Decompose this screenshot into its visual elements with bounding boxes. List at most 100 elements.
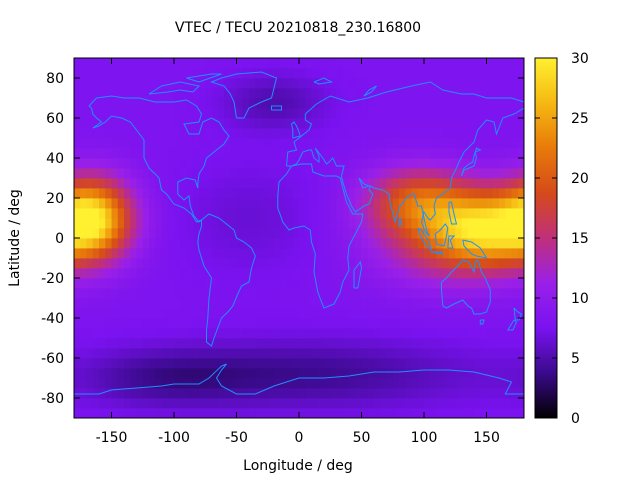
heatmap-cell	[230, 228, 237, 239]
heatmap-cell	[461, 288, 469, 299]
heatmap-cell	[249, 368, 256, 379]
heatmap-cell	[474, 178, 481, 189]
heatmap-cell	[380, 178, 387, 189]
heatmap-cell	[480, 128, 487, 139]
heatmap-cell	[386, 308, 394, 319]
heatmap-cell	[180, 98, 187, 109]
heatmap-cell	[349, 358, 356, 369]
heatmap-cell	[74, 348, 81, 359]
heatmap-cell	[499, 98, 506, 109]
heatmap-cell	[405, 308, 412, 319]
heatmap-cell	[411, 98, 419, 109]
heatmap-cell	[467, 108, 475, 119]
heatmap-cell	[105, 328, 112, 339]
heatmap-cell	[474, 88, 481, 99]
heatmap-cell	[155, 268, 162, 279]
heatmap-cell	[105, 158, 112, 169]
heatmap-cell	[86, 238, 94, 249]
heatmap-cell	[99, 68, 106, 79]
heatmap-cell	[355, 188, 362, 199]
heatmap-cell	[486, 248, 494, 259]
heatmap-cell	[430, 188, 437, 199]
heatmap-cell	[342, 128, 350, 139]
heatmap-cell	[442, 178, 450, 189]
heatmap-cell	[174, 248, 181, 259]
heatmap-cell	[467, 308, 475, 319]
heatmap-cell	[274, 78, 281, 89]
heatmap-cell	[205, 328, 212, 339]
heatmap-cell	[280, 158, 287, 169]
heatmap-cell	[467, 238, 475, 249]
heatmap-cell	[292, 88, 300, 99]
heatmap-cell	[330, 288, 337, 299]
heatmap-cell	[442, 218, 450, 229]
heatmap-cell	[130, 198, 137, 209]
heatmap-cell	[117, 88, 125, 99]
heatmap-cell	[136, 98, 144, 109]
heatmap-cell	[361, 258, 369, 269]
heatmap-cell	[324, 268, 331, 279]
heatmap-cell	[255, 378, 262, 389]
heatmap-cell	[242, 158, 250, 169]
heatmap-cell	[286, 318, 294, 329]
heatmap-cell	[186, 268, 194, 279]
heatmap-cell	[255, 408, 262, 418]
heatmap-cell	[417, 258, 425, 269]
heatmap-cell	[411, 138, 419, 149]
heatmap-cell	[99, 98, 106, 109]
heatmap-cell	[311, 298, 319, 309]
heatmap-cell	[517, 228, 524, 239]
heatmap-cell	[336, 98, 344, 109]
heatmap-cell	[442, 318, 450, 329]
heatmap-cell	[442, 408, 450, 418]
heatmap-cell	[305, 338, 312, 349]
heatmap-cell	[505, 268, 512, 279]
heatmap-cell	[105, 188, 112, 199]
heatmap-cell	[286, 408, 294, 418]
heatmap-cell	[217, 268, 225, 279]
heatmap-cell	[124, 168, 131, 179]
heatmap-cell	[399, 138, 406, 149]
heatmap-cell	[449, 188, 456, 199]
heatmap-cell	[230, 388, 237, 399]
heatmap-cell	[486, 168, 494, 179]
heatmap-cell	[511, 238, 519, 249]
heatmap-cell	[480, 298, 487, 309]
heatmap-cell	[305, 258, 312, 269]
heatmap-cell	[517, 158, 524, 169]
heatmap-cell	[505, 338, 512, 349]
heatmap-cell	[430, 58, 437, 69]
heatmap-cell	[261, 338, 269, 349]
heatmap-cell	[105, 128, 112, 139]
heatmap-cell	[505, 78, 512, 89]
heatmap-cell	[474, 308, 481, 319]
heatmap-cell	[136, 148, 144, 159]
heatmap-cell	[467, 128, 475, 139]
heatmap-cell	[449, 398, 456, 409]
heatmap-cell	[499, 128, 506, 139]
heatmap-cell	[430, 238, 437, 249]
heatmap-cell	[299, 258, 306, 269]
heatmap-cell	[324, 338, 331, 349]
heatmap-cell	[224, 378, 231, 389]
heatmap-cell	[374, 118, 381, 129]
heatmap-cell	[155, 78, 162, 89]
heatmap-cell	[424, 258, 431, 269]
heatmap-cell	[361, 308, 369, 319]
heatmap-cell	[349, 88, 356, 99]
heatmap-cell	[442, 158, 450, 169]
heatmap-cell	[92, 318, 100, 329]
heatmap-cell	[505, 398, 512, 409]
heatmap-cell	[130, 188, 137, 199]
heatmap-cell	[124, 208, 131, 219]
heatmap-cell	[455, 208, 462, 219]
heatmap-cell	[186, 328, 194, 339]
heatmap-cell	[324, 288, 331, 299]
heatmap-cell	[224, 368, 231, 379]
heatmap-cell	[349, 368, 356, 379]
heatmap-cell	[80, 128, 87, 139]
heatmap-cell	[336, 178, 344, 189]
heatmap-cell	[411, 268, 419, 279]
heatmap-cell	[411, 58, 419, 69]
heatmap-cell	[217, 408, 225, 418]
